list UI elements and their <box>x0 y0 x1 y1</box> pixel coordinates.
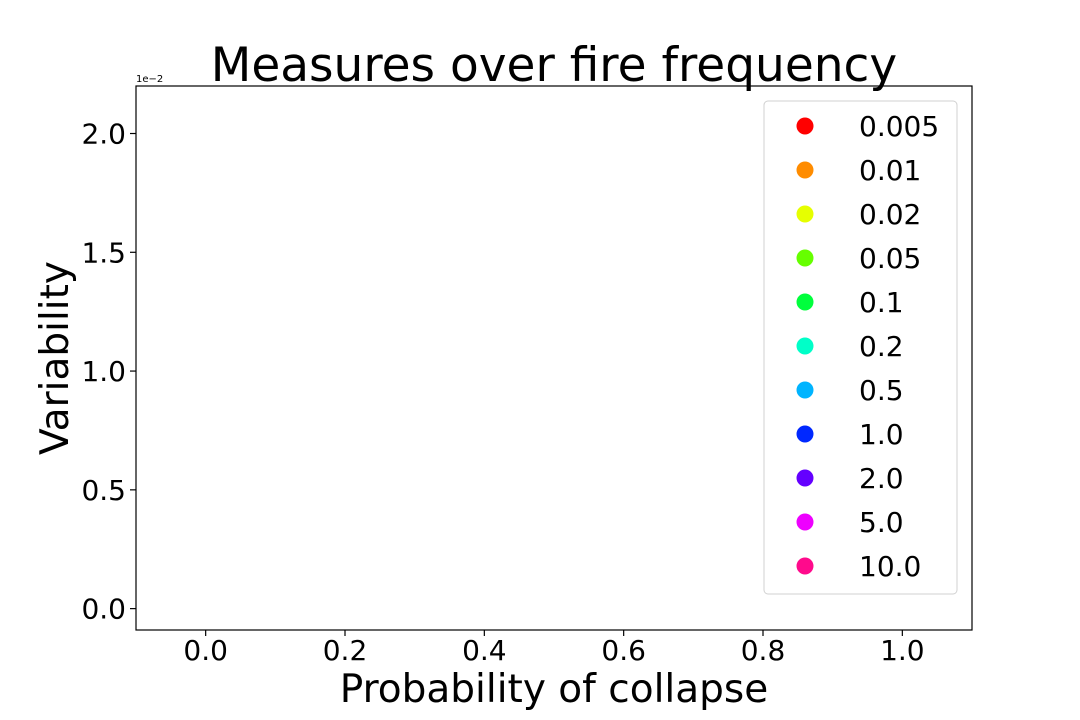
legend-item: 2.0 <box>796 462 904 495</box>
legend-label: 10.0 <box>859 550 921 583</box>
legend-label: 0.1 <box>859 286 904 319</box>
legend-marker <box>796 557 814 575</box>
legend-marker <box>796 469 814 487</box>
legend-marker <box>796 381 814 399</box>
legend-label: 0.2 <box>859 330 904 363</box>
legend-label: 0.05 <box>859 242 921 275</box>
legend-marker <box>796 161 814 179</box>
legend-item: 0.01 <box>796 154 921 187</box>
y-tick-label: 1.0 <box>81 355 126 388</box>
legend-box <box>763 100 958 595</box>
legend-item: 5.0 <box>796 506 904 539</box>
legend-label: 0.005 <box>859 110 939 143</box>
legend-label: 5.0 <box>859 506 904 539</box>
legend-marker <box>796 293 814 311</box>
chart-title: Measures over fire frequency <box>211 38 897 93</box>
y-tick-label: 1.5 <box>81 236 126 269</box>
x-axis-label: Probability of collapse <box>340 667 769 712</box>
x-ticks: 0.0 0.2 0.4 0.6 0.8 1.0 <box>183 630 925 667</box>
legend-label: 0.5 <box>859 374 904 407</box>
legend: 0.005 0.01 0.02 0.05 0.1 0.2 0.5 1.0 2.0 5.0 10.0 <box>763 100 958 595</box>
legend-item: 0.05 <box>796 242 921 275</box>
y-axis-label: Variability <box>33 261 78 455</box>
x-tick-label: 0.6 <box>601 634 646 667</box>
x-tick-label: 0.8 <box>741 634 786 667</box>
y-ticks: 0.0 0.5 1.0 1.5 2.0 <box>81 118 136 626</box>
legend-marker <box>796 249 814 267</box>
legend-label: 0.02 <box>859 198 921 231</box>
legend-item: 1.0 <box>796 418 904 451</box>
legend-marker <box>796 117 814 135</box>
legend-label: 1.0 <box>859 418 904 451</box>
legend-marker <box>796 425 814 443</box>
legend-item: 0.5 <box>796 374 904 407</box>
y-offset-label: 1e−2 <box>136 74 163 85</box>
legend-item: 10.0 <box>796 550 921 583</box>
legend-item: 0.02 <box>796 198 921 231</box>
x-tick-label: 0.2 <box>323 634 368 667</box>
legend-item: 0.005 <box>796 110 939 143</box>
plot-frame <box>135 85 973 631</box>
legend-marker <box>796 337 814 355</box>
x-tick-label: 1.0 <box>880 634 925 667</box>
y-tick-label: 0.5 <box>81 474 126 507</box>
x-tick-label: 0.4 <box>462 634 507 667</box>
x-tick-label: 0.0 <box>183 634 228 667</box>
legend-label: 2.0 <box>859 462 904 495</box>
legend-marker <box>796 513 814 531</box>
legend-marker <box>796 205 814 223</box>
legend-item: 0.2 <box>796 330 904 363</box>
legend-item: 0.1 <box>796 286 904 319</box>
y-tick-label: 0.0 <box>81 593 126 626</box>
legend-label: 0.01 <box>859 154 921 187</box>
y-tick-label: 2.0 <box>81 118 126 151</box>
